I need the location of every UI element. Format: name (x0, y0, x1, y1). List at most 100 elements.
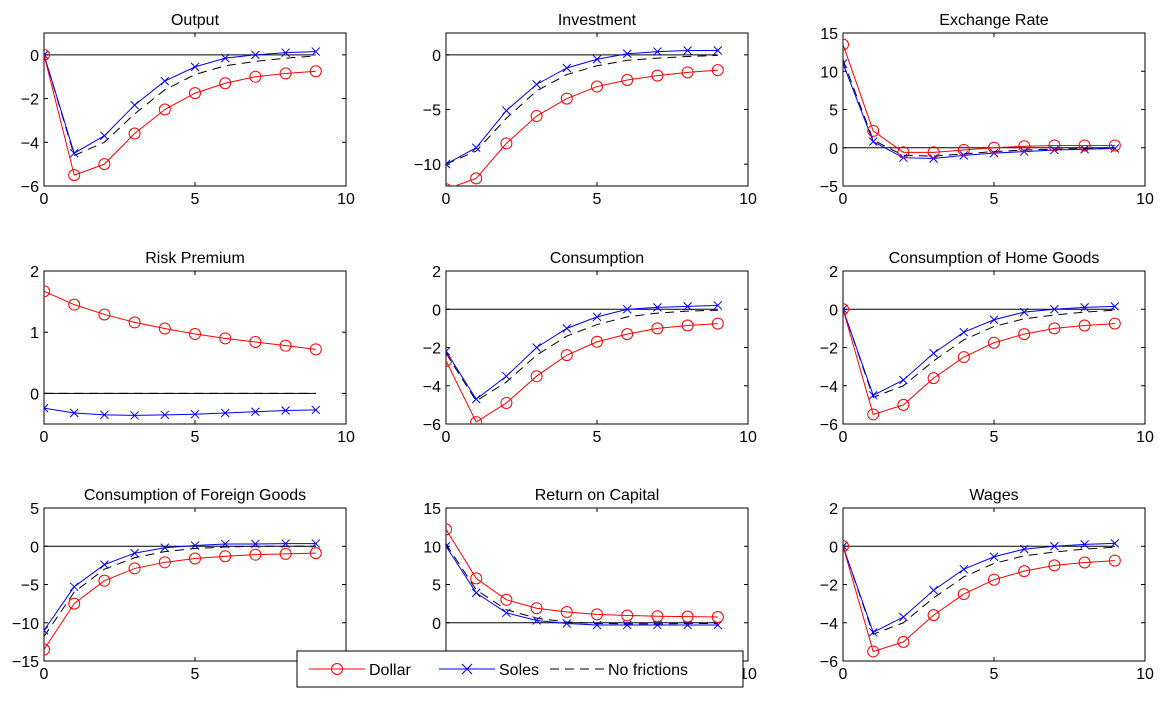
x-tick-label: 10 (739, 191, 757, 208)
point-dollar (68, 597, 81, 610)
point-dollar (1108, 317, 1121, 330)
y-tick-label: 5 (432, 578, 441, 595)
point-soles (251, 539, 260, 549)
point-soles (653, 302, 662, 312)
point-dollar (1018, 565, 1031, 578)
axes-box (842, 270, 1146, 425)
point-soles (160, 76, 170, 86)
legend-item-soles: Soles (439, 662, 539, 679)
y-tick-label: −6 (820, 654, 838, 671)
point-soles (190, 62, 200, 72)
point-soles (44, 403, 49, 413)
point-soles (843, 59, 848, 68)
point-soles (190, 409, 200, 419)
y-tick-label: −4 (820, 616, 838, 633)
point-soles (683, 302, 692, 311)
x-tick-label: 10 (1136, 666, 1154, 683)
point-soles (1050, 145, 1059, 155)
series-soles (446, 46, 723, 169)
point-soles (100, 560, 109, 569)
point-soles (959, 327, 969, 337)
series-no-frictions (44, 545, 316, 637)
point-soles (622, 304, 632, 314)
point-dollar (189, 87, 201, 100)
point-dollar (530, 602, 543, 615)
x-tick-label: 10 (739, 666, 757, 683)
point-dollar (1108, 554, 1121, 567)
series-line-no-frictions (446, 309, 718, 402)
point-dollar (1018, 140, 1031, 153)
point-soles (160, 543, 170, 553)
point-dollar (957, 588, 970, 601)
panel-consumption: Consumption 0 5 10 −6 −4 −2 0 2 (423, 250, 757, 446)
series-line-dollar (44, 54, 316, 176)
legend-box (296, 650, 744, 688)
point-soles (868, 137, 878, 146)
point-soles (622, 49, 632, 59)
panel-investment: Investment 0 5 10 −10 −5 0 (414, 12, 757, 208)
point-soles (843, 304, 848, 314)
y-tick-label: −2 (820, 341, 838, 358)
x-tick-label: 10 (1136, 429, 1154, 446)
point-dollar (897, 398, 910, 411)
point-dollar (500, 396, 513, 409)
x-tick-label: 0 (442, 191, 451, 208)
x-tick-label: 5 (990, 429, 999, 446)
point-dollar (621, 328, 634, 341)
point-soles (44, 50, 49, 60)
point-dollar (1048, 139, 1061, 152)
point-dollar (867, 408, 880, 421)
point-soles (130, 548, 139, 558)
point-soles (562, 324, 572, 333)
panel-output: Output 0 5 10 −6 −4 −2 0 (21, 12, 355, 208)
y-tick-label: 2 (829, 501, 838, 518)
series-no-frictions (446, 309, 718, 402)
point-dollar (128, 316, 141, 329)
axes-box (842, 507, 1146, 662)
series-dollar (44, 547, 322, 656)
point-soles (868, 627, 878, 637)
y-tick-label: 15 (820, 26, 838, 43)
series-dollar (843, 540, 1121, 658)
point-soles (562, 63, 572, 73)
series-soles (44, 47, 321, 158)
point-dollar (68, 298, 81, 311)
point-soles (502, 106, 511, 115)
panel-title: Exchange Rate (939, 12, 1049, 29)
series-line-dollar (446, 323, 718, 423)
y-tick-label: 15 (423, 501, 441, 518)
y-tick-label: −10 (414, 157, 441, 174)
panel-title: Consumption of Foreign Goods (84, 487, 306, 504)
point-dollar (98, 308, 111, 321)
series-dollar (446, 317, 724, 424)
point-dollar (591, 80, 603, 93)
point-dollar (711, 317, 724, 330)
x-tick-label: 5 (990, 666, 999, 683)
point-soles (713, 46, 723, 55)
point-dollar (651, 69, 664, 82)
point-soles (1110, 539, 1120, 548)
panel-consumption-of-foreign-goods: Consumption of Foreign Goods0510−15−10−5… (12, 487, 355, 683)
point-soles (562, 619, 572, 628)
point-soles (929, 154, 938, 163)
y-tick-label: −5 (423, 103, 441, 120)
point-soles (959, 564, 969, 574)
point-soles (868, 390, 878, 400)
point-soles (471, 588, 481, 598)
point-soles (843, 541, 848, 551)
x-tick-label: 10 (337, 429, 355, 446)
point-soles (44, 626, 49, 635)
point-dollar (158, 322, 171, 335)
series-line-dollar (843, 546, 1115, 653)
panel-title: Output (171, 12, 220, 29)
x-tick-label: 5 (593, 191, 602, 208)
series-line-dollar (843, 44, 1115, 153)
point-soles (683, 620, 692, 630)
point-dollar (309, 343, 322, 356)
point-soles (281, 406, 290, 415)
panel-title: Risk Premium (145, 250, 245, 267)
series-line-soles (843, 542, 1115, 634)
point-dollar (843, 38, 849, 51)
point-soles (683, 46, 692, 55)
point-dollar (681, 319, 694, 332)
